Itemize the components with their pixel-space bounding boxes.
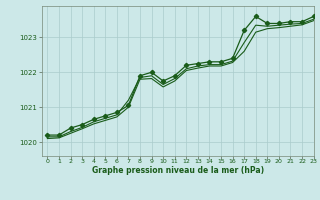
X-axis label: Graphe pression niveau de la mer (hPa): Graphe pression niveau de la mer (hPa)	[92, 166, 264, 175]
